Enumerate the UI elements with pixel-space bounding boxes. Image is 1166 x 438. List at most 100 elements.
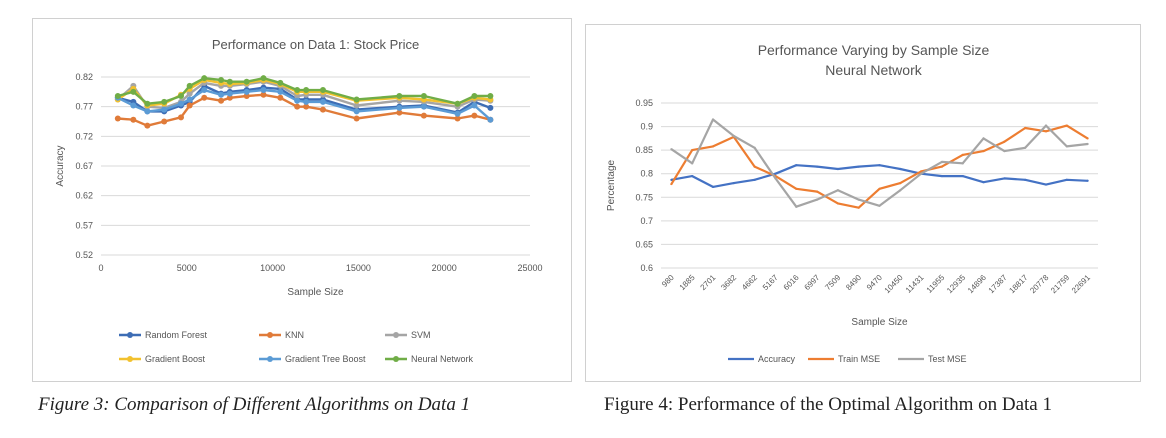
chart-2-series-train-mse-point: [940, 165, 944, 168]
chart-1-series-gradient-tree-boost-point: [226, 90, 233, 97]
chart-1-series-gradient-tree-boost-point: [319, 98, 326, 105]
chart-1-series-neural-network-point: [177, 92, 184, 99]
chart-1-series-gradient-tree-boost-point: [420, 103, 427, 110]
chart-2-series-accuracy-point: [1003, 177, 1006, 180]
chart-1-series-gradient-tree-boost-point: [471, 102, 478, 109]
chart-2-x-tick-label: 5167: [761, 273, 780, 292]
chart-1-y-tick-label: 0.52: [75, 250, 93, 260]
chart-1-series-gradient-tree-boost-point: [130, 102, 137, 109]
chart-1-x-tick-label: 15000: [346, 263, 371, 273]
chart-2-x-axis-label: Sample Size: [851, 317, 908, 328]
chart-1-series-neural-network-point: [294, 87, 301, 94]
chart-1-title: Performance on Data 1: Stock Price: [212, 37, 419, 52]
chart-1-series-knn-point: [201, 94, 208, 101]
chart-1-series-neural-network-point: [487, 92, 494, 99]
chart-2-series-train-mse-point: [753, 165, 756, 168]
chart-2-x-tick-label: 11431: [904, 273, 926, 295]
chart-2-series-train-mse-point: [1024, 126, 1027, 130]
chart-1-series-gradient-tree-boost-point: [260, 87, 267, 94]
chart-1-series-neural-network-point: [471, 92, 478, 99]
chart-1-y-tick-label: 0.67: [75, 161, 93, 171]
chart-2-series-train-mse-point: [795, 187, 798, 190]
chart-1-legend-marker: [127, 332, 133, 338]
chart-1-series-knn-point: [130, 116, 137, 123]
chart-1-series-knn-point: [177, 114, 184, 121]
chart-2-series-train-mse-point: [878, 187, 881, 190]
chart-2-x-tick-label: 4662: [740, 273, 759, 292]
chart-1-legend-marker: [267, 332, 273, 338]
chart-1-series-knn-point: [396, 109, 403, 116]
chart-2-x-tick-label: 2701: [698, 273, 717, 292]
chart-1-series-neural-network-point: [161, 98, 168, 105]
chart-2-series-test-mse-point: [1003, 149, 1006, 153]
chart-1-series-neural-network-point: [353, 96, 360, 103]
chart-2-series-test-mse-point: [1065, 145, 1068, 148]
chart-2-series-test-mse-point: [691, 162, 694, 165]
chart-2-series-accuracy-point: [1065, 178, 1068, 181]
chart-2-series-train-mse-point: [857, 206, 860, 209]
chart-1-x-tick-label: 5000: [177, 263, 197, 273]
chart-1-legend-marker: [393, 332, 399, 338]
chart-2-series-accuracy-point: [711, 185, 715, 189]
chart-1-legend-marker: [127, 356, 133, 362]
chart-1-y-axis-label: Accuracy: [55, 145, 66, 186]
chart-1-series-gradient-tree-boost-point: [201, 87, 208, 94]
chart-2-series-accuracy-point: [899, 167, 902, 171]
chart-1-x-tick-label: 0: [98, 263, 103, 273]
chart-1-legend-marker: [393, 356, 399, 362]
chart-2-x-tick-label: 980: [660, 273, 676, 289]
chart-2-subtitle: Neural Network: [825, 62, 922, 78]
chart-1-series-knn-point: [260, 91, 267, 98]
chart-1-series-knn-point: [226, 94, 233, 101]
chart-2-series-accuracy-point: [836, 167, 839, 171]
chart-2-series-train-mse-point: [961, 153, 964, 156]
chart-2-series-test-mse-point: [753, 146, 756, 149]
chart-1-x-tick-label: 25000: [517, 263, 542, 273]
chart-1-series-knn-point: [144, 122, 151, 129]
chart-2-series-accuracy-point: [1044, 183, 1048, 186]
chart-panel-1: Performance on Data 1: Stock Price 0.52 0.…: [32, 18, 572, 382]
chart-1-series-gradient-tree-boost-point: [353, 108, 360, 115]
chart-2-series-train-mse-point: [1044, 130, 1048, 133]
chart-2-x-tick-label: 12935: [945, 273, 967, 295]
chart-2-series-accuracy-point: [753, 178, 756, 181]
chart-2-series-train-mse-point: [670, 182, 673, 186]
chart-2-x-tick-label: 14896: [966, 273, 988, 295]
chart-2-legend-label: Train MSE: [838, 354, 880, 364]
chart-1-series-neural-network-point: [218, 76, 225, 83]
chart-2-series-test-mse-point: [899, 189, 902, 192]
chart-2-series-train-mse-point: [1065, 124, 1068, 127]
chart-1-series-gradient-tree-boost-point: [454, 110, 461, 117]
chart-2-series-accuracy-point: [878, 164, 881, 167]
chart-1-series-knn-point: [186, 102, 193, 109]
chart-1-series-neural-network-point: [454, 100, 461, 107]
chart-2-x-tick-label: 9470: [865, 273, 884, 292]
chart-2-legend-label: Accuracy: [758, 354, 796, 364]
chart-2-y-tick-label: 0.9: [640, 122, 653, 132]
chart-2-svg: Performance Varying by Sample Size Neural…: [606, 42, 1098, 364]
chart-2-x-tick-label: 22691: [1070, 273, 1092, 295]
chart-2-y-tick-label: 0.6: [640, 263, 653, 273]
chart-2-series-accuracy-point: [774, 172, 777, 175]
chart-2-x-tick-label: 18817: [1007, 273, 1029, 295]
chart-2-series-test-mse-point: [774, 177, 777, 180]
chart-2-y-tick-label: 0.8: [640, 169, 653, 179]
chart-2-x-tick-label: 17387: [987, 273, 1009, 295]
chart-2-series-test-mse-point: [1024, 146, 1027, 149]
chart-1-series-gradient-tree-boost-point: [487, 116, 494, 123]
chart-2-x-tick-label: 10450: [883, 273, 905, 295]
chart-1-x-axis-label: Sample Size: [287, 287, 344, 298]
chart-1-series-knn-point: [243, 92, 250, 99]
chart-1-series-neural-network-point: [201, 75, 208, 82]
chart-2-series-train-mse-point: [982, 149, 985, 153]
chart-2-series-accuracy-point: [982, 181, 985, 184]
chart-1-series-knn-point: [218, 97, 225, 104]
chart-1-series-gradient-tree-boost-point: [243, 88, 250, 95]
chart-1-series-gradient-tree-boost-point: [144, 108, 151, 115]
chart-2-x-tick-label: 6997: [803, 273, 822, 292]
chart-1-legend-label: Neural Network: [411, 354, 474, 364]
chart-2-series-test-mse-point: [961, 162, 964, 165]
chart-1-legend-label: Gradient Boost: [145, 354, 206, 364]
chart-1-series-knn-point: [294, 103, 301, 110]
chart-2-x-tick-label: 20778: [1028, 273, 1050, 295]
